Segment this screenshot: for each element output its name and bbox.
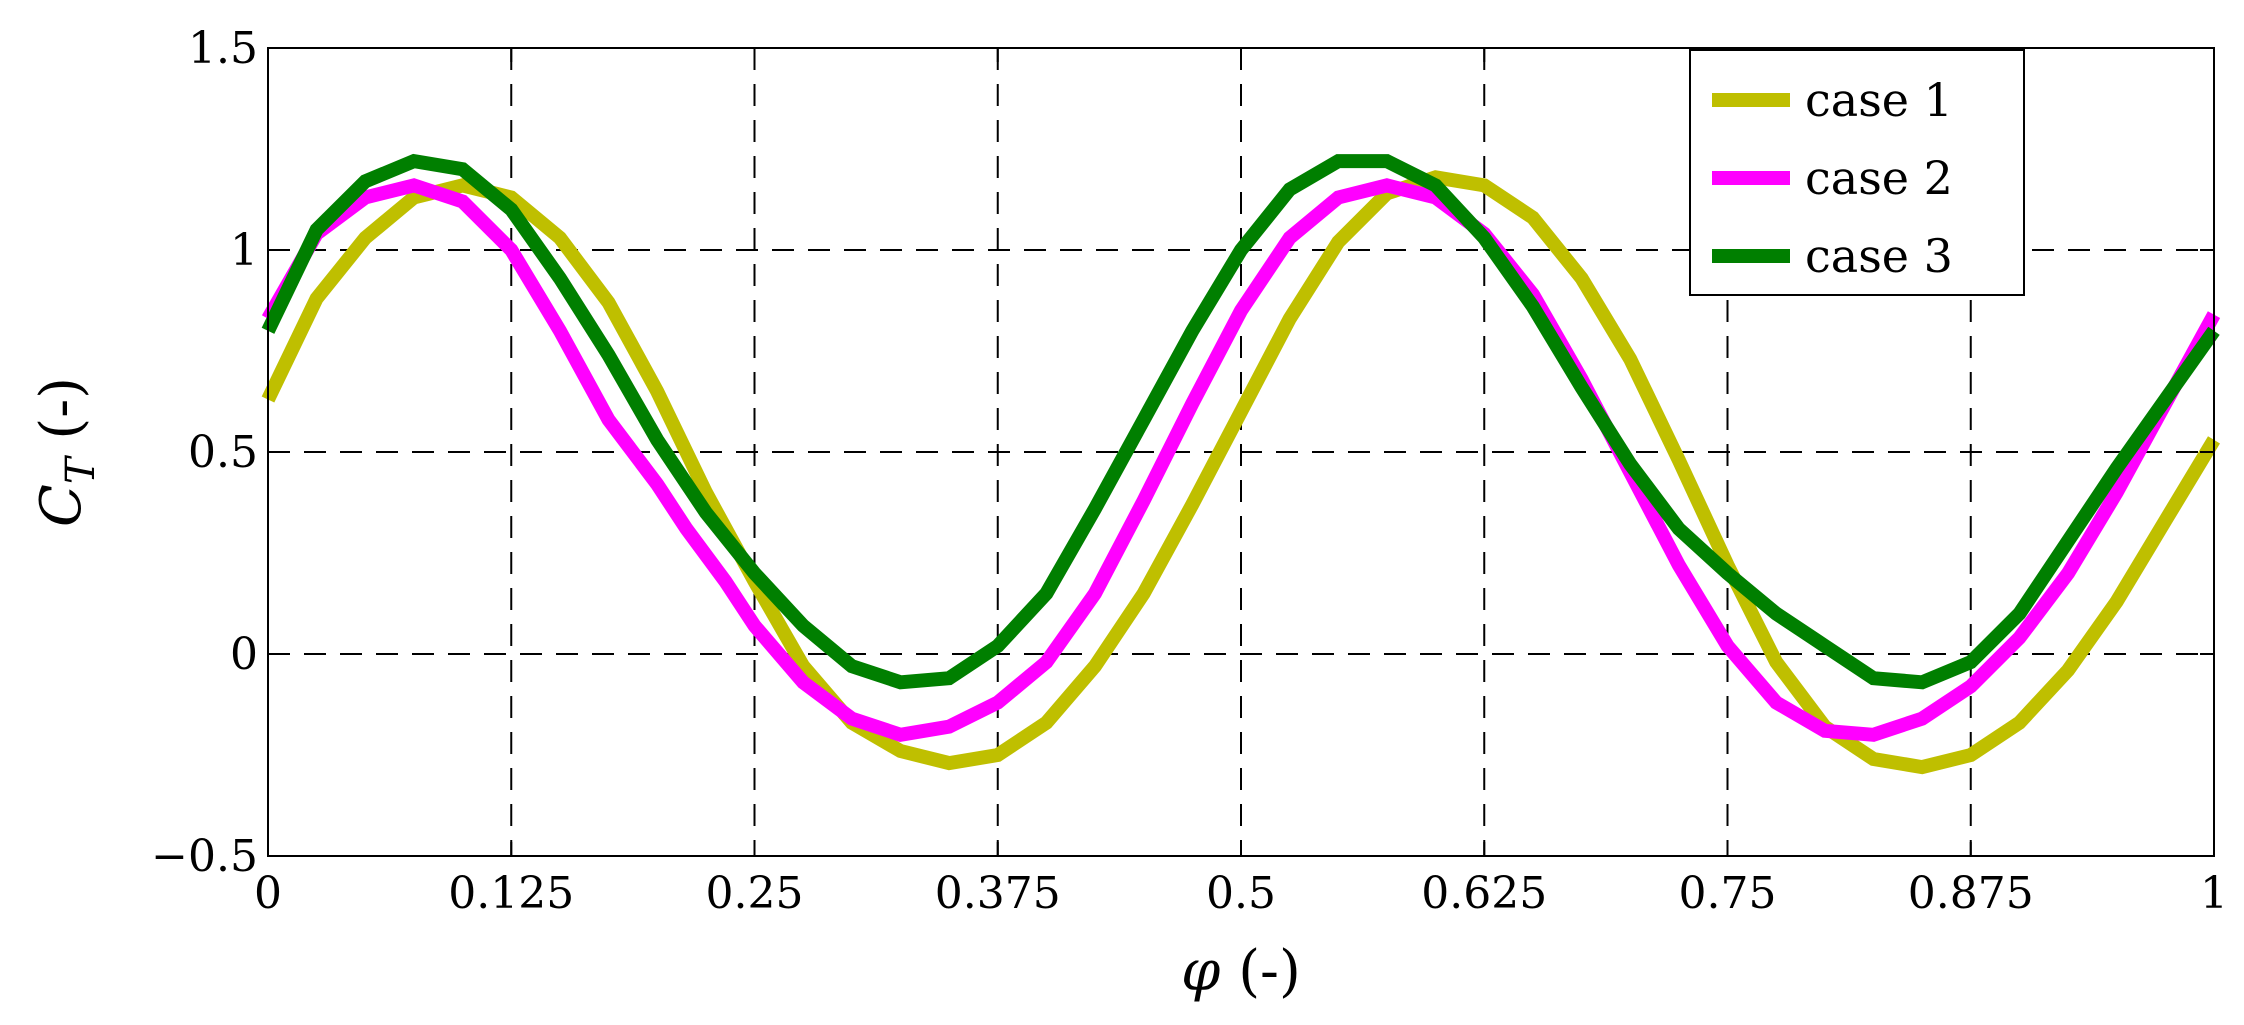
y-tick-label: 1: [230, 225, 258, 276]
y-tick-label: 1.5: [188, 23, 258, 74]
x-tick-label: 0.75: [1679, 868, 1777, 919]
x-tick-label: 0.375: [935, 868, 1061, 919]
x-tick-label: 0.875: [1908, 868, 2034, 919]
legend-label-3: case 3: [1805, 229, 1953, 283]
y-tick-label: 0: [230, 629, 258, 680]
x-tick-label: 0.5: [1206, 868, 1276, 919]
x-tick-label: 0.625: [1421, 868, 1547, 919]
series-line-3: [261, 153, 2220, 690]
legend-label-1: case 1: [1805, 73, 1953, 127]
x-tick-label: 0.25: [706, 868, 804, 919]
x-axis-label: φ (-): [1181, 939, 1301, 1004]
series-line-1: [261, 170, 2220, 775]
y-axis-label: CT (-): [29, 377, 104, 527]
axis-ticks: 0 0.125 0.25 0.375 0.5 0.625 0.75 0.875 1−0.500.…: [151, 23, 2228, 919]
x-tick-label: 1: [2200, 868, 2228, 919]
legend: case 1 case 2 case 3: [1689, 49, 2025, 296]
series-lines: [261, 153, 2221, 775]
grid: [268, 48, 2214, 856]
legend-label-2: case 2: [1805, 151, 1953, 205]
x-tick-label: 0.125: [448, 868, 574, 919]
y-tick-label: −0.5: [151, 831, 258, 882]
x-tick-label: 0: [254, 868, 282, 919]
y-tick-label: 0.5: [188, 427, 258, 478]
series-line-2: [261, 178, 2221, 742]
